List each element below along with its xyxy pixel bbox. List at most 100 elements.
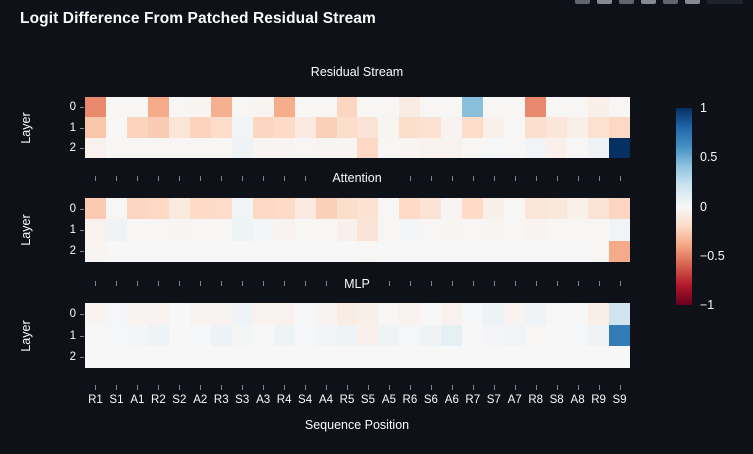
heatmap-cell[interactable] bbox=[441, 240, 463, 262]
heatmap-cell[interactable] bbox=[420, 324, 442, 347]
heatmap-cell[interactable] bbox=[357, 240, 379, 262]
heatmap-cell[interactable] bbox=[85, 219, 106, 241]
heatmap-cell[interactable] bbox=[168, 198, 190, 220]
heatmap-cell[interactable] bbox=[294, 97, 316, 118]
heatmap-cell[interactable] bbox=[336, 198, 358, 220]
heatmap-cell[interactable] bbox=[546, 198, 568, 220]
heatmap-cell[interactable] bbox=[231, 117, 253, 138]
heatmap-cell[interactable] bbox=[336, 137, 358, 158]
heatmap-cell[interactable] bbox=[504, 346, 526, 368]
heatmap-cell[interactable] bbox=[147, 240, 169, 262]
heatmap-cell[interactable] bbox=[399, 198, 421, 220]
heatmap-cell[interactable] bbox=[546, 117, 568, 138]
heatmap-cell[interactable] bbox=[336, 117, 358, 138]
heatmap-cell[interactable] bbox=[252, 303, 274, 325]
heatmap-cell[interactable] bbox=[85, 346, 106, 368]
heatmap-cell[interactable] bbox=[231, 219, 253, 241]
heatmap-cell[interactable] bbox=[189, 137, 211, 158]
heatmap-cell[interactable] bbox=[189, 198, 211, 220]
heatmap-cell[interactable] bbox=[105, 137, 127, 158]
heatmap-cell[interactable] bbox=[252, 240, 274, 262]
reset-axes-icon[interactable] bbox=[707, 0, 743, 4]
heatmap-cell[interactable] bbox=[252, 346, 274, 368]
heatmap-cell[interactable] bbox=[273, 346, 295, 368]
zoom-out-icon[interactable] bbox=[663, 0, 678, 4]
heatmap-cell[interactable] bbox=[609, 137, 630, 158]
heatmap-cell[interactable] bbox=[273, 324, 295, 347]
heatmap-cell[interactable] bbox=[336, 97, 358, 118]
heatmap-cell[interactable] bbox=[357, 137, 379, 158]
heatmap-cell[interactable] bbox=[189, 303, 211, 325]
heatmap-cell[interactable] bbox=[462, 198, 484, 220]
heatmap-cell[interactable] bbox=[105, 198, 127, 220]
heatmap-cell[interactable] bbox=[525, 219, 547, 241]
heatmap-cell[interactable] bbox=[147, 198, 169, 220]
heatmap-cell[interactable] bbox=[85, 324, 106, 347]
heatmap-cell[interactable] bbox=[231, 346, 253, 368]
heatmap-cell[interactable] bbox=[126, 303, 148, 325]
heatmap-cell[interactable] bbox=[189, 219, 211, 241]
heatmap-cell[interactable] bbox=[441, 324, 463, 347]
heatmap-cell[interactable] bbox=[525, 346, 547, 368]
heatmap-cell[interactable] bbox=[609, 324, 630, 347]
heatmap-cell[interactable] bbox=[168, 219, 190, 241]
autoscale-icon[interactable] bbox=[685, 0, 700, 4]
heatmap-cell[interactable] bbox=[525, 137, 547, 158]
heatmap-cell[interactable] bbox=[399, 303, 421, 325]
heatmap-cell[interactable] bbox=[85, 303, 106, 325]
heatmap-cell[interactable] bbox=[273, 117, 295, 138]
heatmap-cell[interactable] bbox=[567, 117, 589, 138]
heatmap-cell[interactable] bbox=[85, 137, 106, 158]
heatmap-cell[interactable] bbox=[378, 219, 400, 241]
heatmap-cell[interactable] bbox=[357, 198, 379, 220]
heatmap-cell[interactable] bbox=[441, 303, 463, 325]
heatmap-cell[interactable] bbox=[420, 346, 442, 368]
heatmap-cell[interactable] bbox=[483, 324, 505, 347]
heatmap-cell[interactable] bbox=[168, 117, 190, 138]
heatmap-cell[interactable] bbox=[588, 219, 610, 241]
heatmap-cell[interactable] bbox=[525, 240, 547, 262]
heatmap-cell[interactable] bbox=[336, 346, 358, 368]
zoom-in-icon[interactable] bbox=[641, 0, 656, 4]
heatmap-cell[interactable] bbox=[210, 117, 232, 138]
heatmap-cell[interactable] bbox=[567, 240, 589, 262]
heatmap-cell[interactable] bbox=[85, 117, 106, 138]
heatmap-cell[interactable] bbox=[273, 97, 295, 118]
heatmap-cell[interactable] bbox=[252, 198, 274, 220]
heatmap-cell[interactable] bbox=[147, 303, 169, 325]
heatmap-cell[interactable] bbox=[546, 240, 568, 262]
heatmap-cell[interactable] bbox=[294, 324, 316, 347]
heatmap-cell[interactable] bbox=[588, 97, 610, 118]
heatmap-cell[interactable] bbox=[126, 219, 148, 241]
heatmap-cell[interactable] bbox=[483, 346, 505, 368]
heatmap-cell[interactable] bbox=[609, 219, 630, 241]
heatmap-cell[interactable] bbox=[420, 219, 442, 241]
heatmap-cell[interactable] bbox=[567, 303, 589, 325]
heatmap-cell[interactable] bbox=[168, 346, 190, 368]
heatmap-cell[interactable] bbox=[357, 219, 379, 241]
heatmap-cell[interactable] bbox=[294, 137, 316, 158]
heatmap-cell[interactable] bbox=[315, 97, 337, 118]
heatmap-cell[interactable] bbox=[85, 240, 106, 262]
heatmap-cell[interactable] bbox=[567, 198, 589, 220]
heatmap-cell[interactable] bbox=[399, 219, 421, 241]
heatmap-cell[interactable] bbox=[231, 97, 253, 118]
heatmap-cell[interactable] bbox=[546, 303, 568, 325]
heatmap-cell[interactable] bbox=[420, 240, 442, 262]
heatmap-cell[interactable] bbox=[294, 117, 316, 138]
heatmap-cell[interactable] bbox=[546, 324, 568, 347]
heatmap-cell[interactable] bbox=[147, 97, 169, 118]
heatmap-cell[interactable] bbox=[231, 240, 253, 262]
heatmap-cell[interactable] bbox=[609, 97, 630, 118]
heatmap-cell[interactable] bbox=[462, 346, 484, 368]
heatmap-cell[interactable] bbox=[105, 97, 127, 118]
heatmap-cell[interactable] bbox=[189, 324, 211, 347]
heatmap-cell[interactable] bbox=[483, 97, 505, 118]
heatmap-cell[interactable] bbox=[168, 137, 190, 158]
heatmap-cell[interactable] bbox=[378, 97, 400, 118]
heatmap-cell[interactable] bbox=[588, 137, 610, 158]
heatmap-cell[interactable] bbox=[210, 324, 232, 347]
heatmap-cell[interactable] bbox=[504, 219, 526, 241]
heatmap-residual-stream[interactable] bbox=[85, 97, 630, 158]
heatmap-cell[interactable] bbox=[441, 346, 463, 368]
